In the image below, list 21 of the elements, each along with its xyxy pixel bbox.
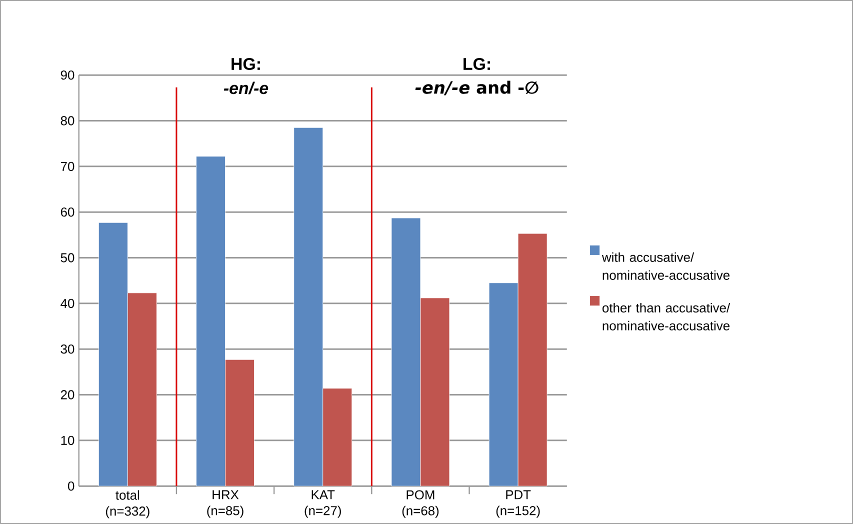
text: LG: [464,58,490,70]
legend-label: other than accusative/ nominative-accusative [602,302,730,330]
y-tick-label: 60 [60,207,74,217]
y-tick-label: 10 [61,436,74,445]
y-tick-label: 70 [60,162,74,171]
y-tick-label: 80 [60,116,74,126]
y-tick-label: 50 [60,253,74,262]
y-tick-label: 20 [60,390,74,400]
annotation: -en/-e [224,82,268,94]
x-tick-label: total (n=332) [106,490,150,518]
y-tick-label: 30 [60,344,74,354]
x-tick-label: POM (n=68) [402,490,439,518]
x-tick-label: KAT (n=27) [304,490,341,518]
text: HG: [232,58,260,70]
x-tick-label: HRX (n=85) [207,490,244,518]
legend-label: with accusative/ nominative-accusative [602,252,730,280]
y-tick-label: 90 [60,70,74,80]
y-tick-label: 0 [68,481,74,491]
annotation: -en/-e and -∅ [415,80,538,96]
x-tick-label: PDT (n=152) [496,490,540,518]
y-tick-label: 40 [60,298,74,308]
